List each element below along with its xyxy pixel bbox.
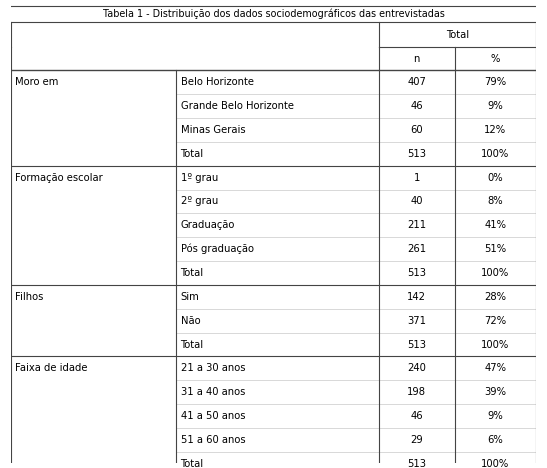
Text: n: n xyxy=(414,54,420,64)
Text: Total: Total xyxy=(181,339,203,350)
Text: 211: 211 xyxy=(407,220,426,230)
Text: 100%: 100% xyxy=(481,459,509,468)
Text: 513: 513 xyxy=(407,459,426,468)
Text: 72%: 72% xyxy=(484,316,507,326)
Text: 407: 407 xyxy=(407,77,426,87)
Text: Moro em: Moro em xyxy=(15,77,59,87)
Text: 28%: 28% xyxy=(484,292,507,302)
Text: Total: Total xyxy=(446,30,469,40)
Text: 47%: 47% xyxy=(484,363,507,373)
Text: Formação escolar: Formação escolar xyxy=(15,173,103,183)
Text: 513: 513 xyxy=(407,268,426,278)
Text: Total: Total xyxy=(181,149,203,159)
Text: Minas Gerais: Minas Gerais xyxy=(181,125,245,135)
Text: 79%: 79% xyxy=(484,77,507,87)
Text: 513: 513 xyxy=(407,339,426,350)
Text: Filhos: Filhos xyxy=(15,292,44,302)
Text: 46: 46 xyxy=(410,411,423,421)
Text: 41%: 41% xyxy=(484,220,507,230)
Text: 100%: 100% xyxy=(481,268,509,278)
Text: Pós graduação: Pós graduação xyxy=(181,244,254,255)
Text: 8%: 8% xyxy=(487,197,503,206)
Text: 100%: 100% xyxy=(481,149,509,159)
Text: Grande Belo Horizonte: Grande Belo Horizonte xyxy=(181,101,294,111)
Text: %: % xyxy=(491,54,500,64)
Text: Total: Total xyxy=(181,268,203,278)
Text: 51%: 51% xyxy=(484,244,507,254)
Text: 29: 29 xyxy=(410,435,423,445)
Text: Faixa de idade: Faixa de idade xyxy=(15,363,88,373)
Text: 60: 60 xyxy=(410,125,423,135)
Text: 6%: 6% xyxy=(487,435,503,445)
Text: 1: 1 xyxy=(414,173,420,183)
Text: 21 a 30 anos: 21 a 30 anos xyxy=(181,363,245,373)
Text: 2º grau: 2º grau xyxy=(181,197,218,206)
Text: 1º grau: 1º grau xyxy=(181,173,218,183)
Text: Graduação: Graduação xyxy=(181,220,235,230)
Text: 261: 261 xyxy=(407,244,426,254)
Text: Total: Total xyxy=(181,459,203,468)
Text: 9%: 9% xyxy=(487,411,503,421)
Text: Não: Não xyxy=(181,316,200,326)
Text: 46: 46 xyxy=(410,101,423,111)
Text: 40: 40 xyxy=(410,197,423,206)
Text: 142: 142 xyxy=(407,292,426,302)
Text: 240: 240 xyxy=(407,363,426,373)
Text: 9%: 9% xyxy=(487,101,503,111)
Text: 31 a 40 anos: 31 a 40 anos xyxy=(181,387,245,397)
Text: 41 a 50 anos: 41 a 50 anos xyxy=(181,411,245,421)
Text: Sim: Sim xyxy=(181,292,199,302)
Text: 39%: 39% xyxy=(484,387,507,397)
Text: 0%: 0% xyxy=(487,173,503,183)
Text: 100%: 100% xyxy=(481,339,509,350)
Text: 371: 371 xyxy=(407,316,426,326)
Text: Belo Horizonte: Belo Horizonte xyxy=(181,77,254,87)
Text: 513: 513 xyxy=(407,149,426,159)
Text: 198: 198 xyxy=(407,387,426,397)
Text: 12%: 12% xyxy=(484,125,507,135)
Text: 51 a 60 anos: 51 a 60 anos xyxy=(181,435,245,445)
Text: Tabela 1 - Distribuição dos dados sociodemográficos das entrevistadas: Tabela 1 - Distribuição dos dados sociod… xyxy=(102,8,444,19)
